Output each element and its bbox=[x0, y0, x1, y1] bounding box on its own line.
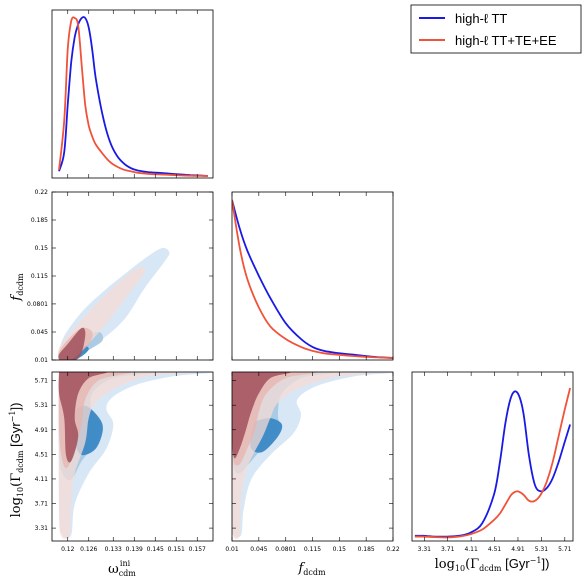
x-tick-label: 0.133 bbox=[105, 546, 122, 553]
marginal-log10_Gamma_dcdm-ttteeee-line bbox=[414, 387, 571, 539]
x-tick-label: 5.31 bbox=[535, 546, 549, 553]
xlabel-f-dcdm: fdcdm bbox=[297, 561, 326, 577]
x-tick-label: 0.0801 bbox=[275, 546, 296, 553]
y-tick-label: 0.01 bbox=[35, 357, 49, 364]
marginal-omega_cdm_ini-tt-line bbox=[58, 16, 208, 177]
marginal-f_dcdm-frame bbox=[231, 191, 394, 361]
marginal-log10_Gamma_dcdm-tt-line bbox=[414, 390, 571, 538]
legend-label-ttteeee: high-ℓ TT+TE+EE bbox=[455, 33, 557, 48]
x-tick-label: 0.01 bbox=[225, 546, 239, 553]
y-tick-label: 5.71 bbox=[35, 378, 49, 385]
y-tick-label: 0.0801 bbox=[27, 301, 48, 308]
x-tick-label: 0.22 bbox=[386, 546, 400, 553]
y-tick-label: 3.31 bbox=[35, 525, 49, 532]
y-tick-label: 0.15 bbox=[35, 245, 49, 252]
x-tick-label: 0.126 bbox=[80, 546, 97, 553]
contour-gamma_vs_f-ttteeee-inner bbox=[232, 372, 291, 459]
xlabel-log-gamma: log10(Γdcdm [Gyr−1]) bbox=[435, 556, 550, 573]
y-tick-label: 5.31 bbox=[35, 402, 49, 409]
y-tick-label: 0.22 bbox=[35, 189, 49, 196]
legend: high-ℓ TT high-ℓ TT+TE+EE bbox=[410, 4, 582, 54]
y-tick-label: 0.045 bbox=[31, 329, 48, 336]
y-tick-label: 3.71 bbox=[35, 501, 49, 508]
x-tick-label: 0.157 bbox=[189, 546, 206, 553]
contour-gamma_vs_f-ttteeee-outer bbox=[232, 372, 382, 540]
contour-f_vs_omega-ttteeee-inner bbox=[58, 327, 86, 360]
y-tick-label: 0.185 bbox=[31, 217, 48, 224]
ylabel-log-gamma: log10(Γdcdm [Gyr−1]) bbox=[8, 403, 25, 518]
panels-layer: 3.31 3.71 4.11 4.51 4.91 5.31 5.71 0.01 0.045 0.0… bbox=[27, 9, 574, 553]
y-tick-label: 0.115 bbox=[31, 273, 48, 280]
x-tick-label: 0.115 bbox=[304, 546, 321, 553]
panel-gamma_vs_f bbox=[232, 372, 393, 540]
x-tick-label: 3.71 bbox=[441, 546, 455, 553]
x-tick-label: 4.91 bbox=[511, 546, 525, 553]
x-tick-label: 0.145 bbox=[147, 546, 164, 553]
xlabel-omega-cdm: ωcdmini bbox=[108, 559, 136, 578]
x-tick-label: 0.185 bbox=[358, 546, 375, 553]
contour-gamma_vs_omega-tt-outer bbox=[58, 372, 213, 539]
y-tick-label: 4.51 bbox=[35, 451, 49, 458]
panel-gamma_vs_omega-frame bbox=[51, 371, 214, 542]
x-tick-label: 0.15 bbox=[333, 546, 347, 553]
x-tick-label: 0.139 bbox=[126, 546, 143, 553]
x-tick-label: 4.11 bbox=[464, 546, 478, 553]
marginal-omega_cdm_ini-ttteeee-line bbox=[58, 16, 208, 177]
marginal-f_dcdm-tt-line bbox=[232, 199, 393, 359]
x-tick-label: 4.51 bbox=[488, 546, 502, 553]
x-tick-label: 3.31 bbox=[418, 546, 432, 553]
panel-gamma_vs_omega bbox=[58, 372, 213, 540]
legend-label-tt: high-ℓ TT bbox=[455, 11, 507, 26]
x-tick-label: 0.12 bbox=[61, 546, 75, 553]
x-tick-label: 0.045 bbox=[250, 546, 267, 553]
x-tick-label: 5.71 bbox=[558, 546, 572, 553]
y-tick-label: 4.11 bbox=[35, 476, 49, 483]
marginal-log10_Gamma_dcdm-frame bbox=[411, 371, 574, 542]
contour-gamma_vs_omega-ttteeee-inner bbox=[58, 372, 108, 463]
legend-box bbox=[410, 4, 582, 54]
panel-f_vs_omega bbox=[58, 247, 170, 360]
marginal-f_dcdm-ttteeee-line bbox=[232, 199, 393, 359]
y-tick-label: 4.91 bbox=[35, 427, 49, 434]
marginal-omega_cdm_ini-frame bbox=[51, 9, 214, 179]
ylabel-f-dcdm: fdcdm bbox=[9, 273, 25, 302]
x-tick-label: 0.151 bbox=[168, 546, 185, 553]
